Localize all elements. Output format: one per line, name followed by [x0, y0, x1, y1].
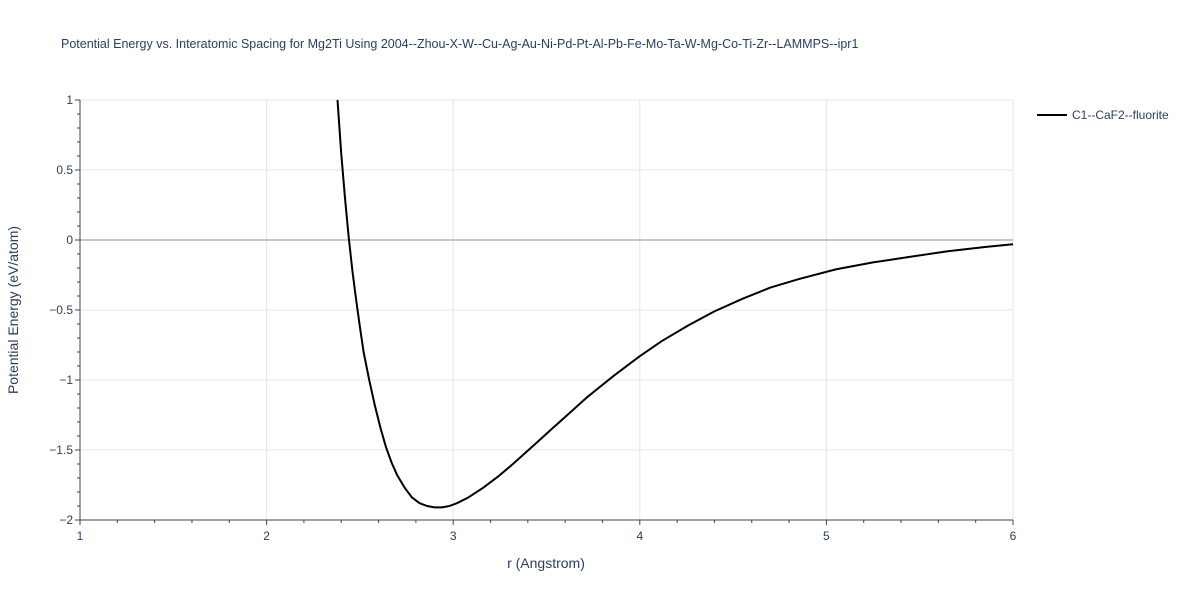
x-tick-label: 5	[823, 529, 830, 543]
y-tick-label: 0	[66, 233, 73, 247]
legend[interactable]: C1--CaF2--fluorite	[1037, 108, 1169, 122]
x-tick-label: 6	[1010, 529, 1017, 543]
y-tick-label: −2	[59, 513, 73, 527]
series-layer	[336, 99, 1014, 509]
x-tick-label: 3	[450, 529, 457, 543]
x-tick-label: 1	[77, 529, 84, 543]
y-tick-label: −1	[59, 373, 73, 387]
x-axis-title: r (Angstrom)	[507, 555, 585, 571]
grid-layer	[80, 99, 1014, 520]
x-tick-label: 2	[263, 529, 270, 543]
x-tick-label: 4	[636, 529, 643, 543]
y-axis-title: Potential Energy (eV/atom)	[5, 226, 21, 394]
chart-title: Potential Energy vs. Interatomic Spacing…	[61, 37, 859, 51]
y-tick-label: −1.5	[49, 443, 73, 457]
y-tick-label: 1	[66, 93, 73, 107]
axis-layer	[75, 99, 1014, 525]
legend-label: C1--CaF2--fluorite	[1072, 108, 1169, 122]
y-tick-label: −0.5	[49, 303, 73, 317]
tick-label-layer: 1 2 3 4 5 6 −2 −1.5 −1 −0.5 0 0.5 1	[49, 93, 1016, 543]
y-tick-label: 0.5	[56, 163, 73, 177]
series-line[interactable]	[336, 99, 1014, 509]
